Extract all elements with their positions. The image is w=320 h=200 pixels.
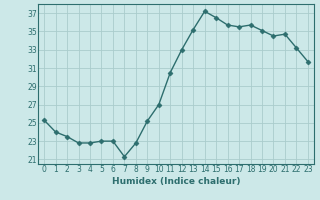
X-axis label: Humidex (Indice chaleur): Humidex (Indice chaleur) [112, 177, 240, 186]
